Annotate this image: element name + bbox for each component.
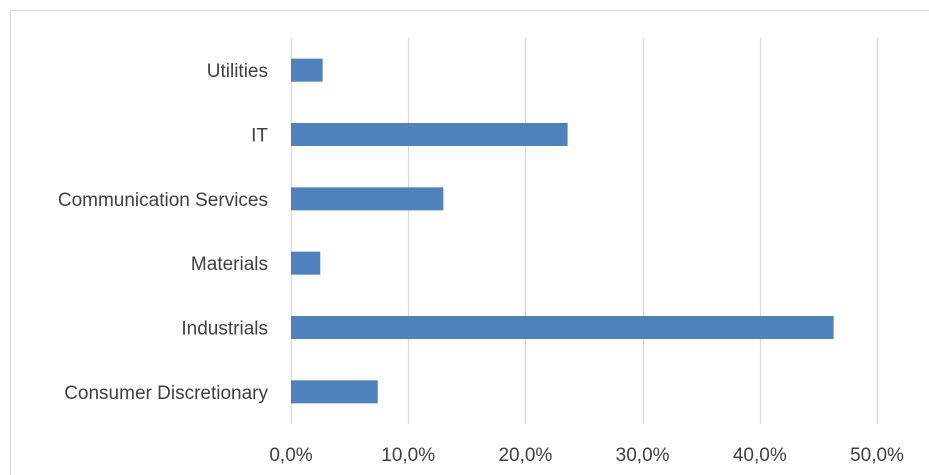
category-label: Industrials: [181, 319, 268, 340]
x-tick-label: 0,0%: [269, 445, 312, 466]
x-tick-label: 50,0%: [850, 445, 904, 466]
bar: [291, 187, 444, 211]
x-tick-label: 10,0%: [381, 445, 435, 466]
bar: [291, 123, 568, 146]
x-axis-tick-labels: 0,0% 10,0% 20,0% 30,0% 40,0% 50,0%: [269, 445, 904, 466]
bar: [291, 380, 378, 404]
bar: [291, 251, 321, 275]
x-tick-label: 40,0%: [733, 445, 787, 466]
x-tick-label: 20,0%: [498, 445, 552, 466]
category-label: IT: [251, 126, 268, 147]
category-label: Materials: [191, 254, 268, 275]
chart-border: [10, 10, 929, 475]
x-tick-label: 30,0%: [616, 445, 670, 466]
bar: [291, 58, 323, 82]
bars: [291, 58, 834, 404]
grid-lines: [290, 38, 879, 424]
category-labels: Utilities IT Communication Services Materia…: [58, 61, 269, 404]
category-label: Communication Services: [58, 190, 268, 211]
category-label: Consumer Discretionary: [64, 383, 268, 404]
bar: [291, 316, 834, 339]
category-label: Utilities: [207, 61, 268, 82]
